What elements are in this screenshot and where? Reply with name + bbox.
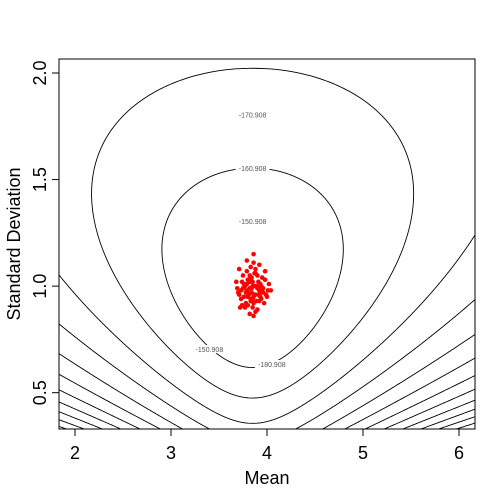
y-axis: 0.5 1.0 1.5 2.0 xyxy=(30,60,59,405)
x-tick-label: 5 xyxy=(358,443,368,463)
data-point xyxy=(251,301,256,306)
data-point xyxy=(256,286,261,291)
data-point xyxy=(253,267,258,272)
data-point xyxy=(262,301,267,306)
contour-line xyxy=(0,0,504,423)
contour-line xyxy=(0,0,504,481)
data-point xyxy=(265,294,270,299)
contour-line xyxy=(0,0,504,489)
data-point xyxy=(267,282,272,287)
x-axis: 2 3 4 5 6 xyxy=(70,429,464,463)
data-point xyxy=(245,269,250,274)
data-point xyxy=(241,273,246,278)
contour-label: -170.908 xyxy=(239,113,267,120)
scatter-points xyxy=(234,252,273,318)
data-point xyxy=(234,280,239,285)
contour-label: -150.908 xyxy=(239,219,267,226)
data-point xyxy=(250,305,255,310)
data-point xyxy=(247,280,252,285)
contour-label: -150.908 xyxy=(196,347,224,354)
data-point xyxy=(235,286,240,291)
data-point xyxy=(256,280,261,285)
data-point xyxy=(263,277,268,282)
data-point xyxy=(253,309,258,314)
x-tick-label: 2 xyxy=(70,443,80,463)
contour-line xyxy=(0,0,504,486)
data-point xyxy=(241,286,246,291)
data-point xyxy=(240,280,245,285)
data-point xyxy=(261,290,266,295)
data-point xyxy=(257,263,262,268)
data-point xyxy=(237,267,242,272)
x-tick-label: 6 xyxy=(454,443,464,463)
y-tick-label: 0.5 xyxy=(30,380,50,405)
x-tick-label: 4 xyxy=(262,443,272,463)
data-point xyxy=(248,275,253,280)
data-point xyxy=(238,305,243,310)
data-point xyxy=(266,288,271,293)
y-tick-label: 1.5 xyxy=(30,167,50,192)
data-point xyxy=(251,260,256,265)
contour-line xyxy=(0,0,504,493)
data-point xyxy=(248,265,253,270)
contour-line xyxy=(0,0,504,475)
data-point xyxy=(251,314,256,319)
y-tick-label: 1.0 xyxy=(30,274,50,299)
contour-line xyxy=(0,0,504,491)
data-point xyxy=(243,305,248,310)
data-point xyxy=(246,290,251,295)
data-point xyxy=(239,297,244,302)
data-point xyxy=(245,258,250,263)
data-point xyxy=(258,294,263,299)
contour-labels: -170.908 -160.908 -150.908 -150.908 -180.908 xyxy=(192,111,288,369)
contour-line xyxy=(0,0,504,468)
data-point xyxy=(251,252,256,257)
y-tick-label: 2.0 xyxy=(30,60,50,85)
data-point xyxy=(252,292,257,297)
data-point xyxy=(237,292,242,297)
data-point xyxy=(249,286,254,291)
data-point xyxy=(257,299,262,304)
x-tick-label: 3 xyxy=(166,443,176,463)
data-point xyxy=(246,294,251,299)
y-axis-title: Standard Deviation xyxy=(4,167,24,320)
data-point xyxy=(250,297,255,302)
contour-label: -160.908 xyxy=(239,166,267,173)
contour-label: -180.908 xyxy=(258,362,286,369)
data-point xyxy=(263,269,268,274)
x-axis-title: Mean xyxy=(244,468,289,488)
data-point xyxy=(252,271,257,276)
